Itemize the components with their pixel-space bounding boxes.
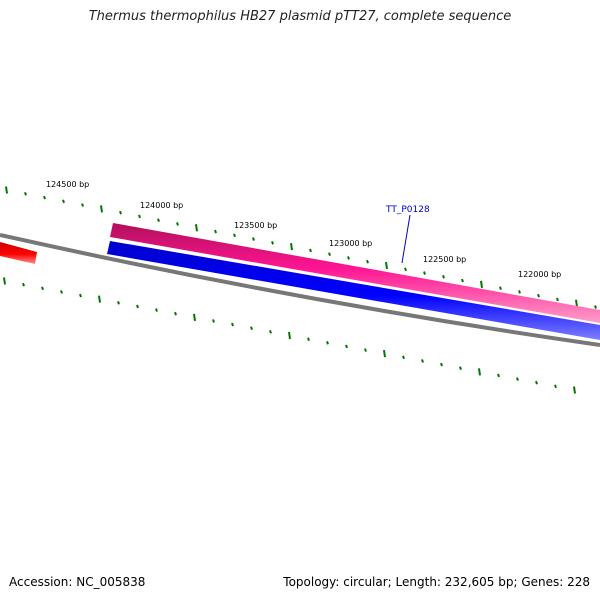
- minor-tick: [157, 218, 160, 223]
- major-tick: [98, 295, 101, 303]
- minor-tick: [269, 330, 272, 334]
- minor-tick: [250, 326, 253, 331]
- backbone-circle: [0, 233, 600, 347]
- scale-tick-label: 123000 bp: [329, 239, 372, 248]
- minor-tick: [516, 377, 519, 381]
- major-tick: [288, 331, 291, 340]
- minor-tick: [60, 290, 63, 294]
- minor-tick: [459, 366, 462, 371]
- ticks-outer: [5, 186, 597, 309]
- major-tick: [573, 386, 576, 394]
- minor-tick: [62, 199, 65, 204]
- minor-tick: [499, 286, 502, 290]
- minor-tick: [233, 233, 236, 238]
- gene-forward-red-partial[interactable]: [0, 242, 37, 264]
- minor-tick: [81, 203, 84, 207]
- major-tick: [5, 186, 8, 194]
- major-tick: [193, 313, 196, 321]
- ticks-inner: [3, 277, 576, 394]
- major-tick: [3, 277, 6, 285]
- minor-tick: [214, 229, 217, 234]
- scale-tick-label: 122000 bp: [518, 270, 561, 279]
- gene-label-tt-p0128[interactable]: TT_P0128: [385, 205, 430, 215]
- minor-tick: [556, 297, 559, 302]
- minor-tick: [22, 282, 25, 287]
- major-tick: [575, 299, 578, 307]
- tick-labels: 124500 bp 124000 bp 123500 bp 123000 bp 1225…: [46, 180, 561, 279]
- minor-tick: [176, 222, 179, 226]
- minor-tick: [119, 210, 122, 215]
- minor-tick: [423, 271, 426, 275]
- major-tick: [385, 261, 388, 270]
- minor-tick: [347, 256, 350, 260]
- scale-tick-label: 123500 bp: [234, 221, 277, 230]
- minor-tick: [309, 248, 312, 253]
- gene-reverse-blue[interactable]: [107, 241, 600, 340]
- minor-tick: [43, 195, 46, 200]
- scale-tick-label: 124500 bp: [46, 180, 89, 189]
- minor-tick: [535, 380, 538, 385]
- minor-tick: [364, 348, 367, 352]
- minor-tick: [461, 278, 464, 283]
- minor-tick: [404, 267, 407, 272]
- minor-tick: [518, 290, 521, 294]
- minor-tick: [440, 362, 443, 367]
- topology-summary: Topology: circular; Length: 232,605 bp; …: [283, 575, 590, 589]
- minor-tick: [366, 259, 369, 264]
- gene-forward-pink[interactable]: [110, 223, 600, 323]
- map-title: Thermus thermophilus HB27 plasmid pTT27,…: [88, 9, 512, 24]
- major-tick: [195, 224, 198, 232]
- minor-tick: [497, 373, 500, 378]
- minor-tick: [79, 293, 82, 298]
- scale-tick-label: 122500 bp: [423, 255, 466, 264]
- minor-tick: [41, 286, 44, 291]
- minor-tick: [117, 300, 120, 305]
- minor-tick: [328, 252, 331, 256]
- minor-tick: [326, 340, 329, 345]
- minor-tick: [271, 241, 274, 245]
- minor-tick: [307, 337, 310, 341]
- minor-tick: [421, 359, 424, 363]
- minor-tick: [24, 191, 27, 196]
- minor-tick: [345, 344, 348, 349]
- minor-tick: [252, 237, 255, 241]
- minor-tick: [442, 274, 445, 279]
- accession-label: Accession: NC_005838: [9, 575, 146, 589]
- minor-tick: [212, 319, 215, 323]
- minor-tick: [138, 214, 141, 219]
- major-tick: [480, 280, 483, 288]
- minor-tick: [231, 322, 234, 327]
- gene-label-leader: [401, 214, 411, 264]
- minor-tick: [554, 384, 557, 389]
- minor-tick: [537, 293, 540, 298]
- minor-tick: [136, 304, 139, 309]
- major-tick: [100, 205, 103, 213]
- minor-tick: [402, 355, 405, 360]
- major-tick: [290, 242, 293, 251]
- scale-tick-label: 124000 bp: [140, 201, 183, 210]
- minor-tick: [594, 305, 597, 309]
- minor-tick: [174, 311, 177, 316]
- major-tick: [383, 350, 386, 358]
- minor-tick: [155, 308, 158, 312]
- major-tick: [478, 368, 481, 376]
